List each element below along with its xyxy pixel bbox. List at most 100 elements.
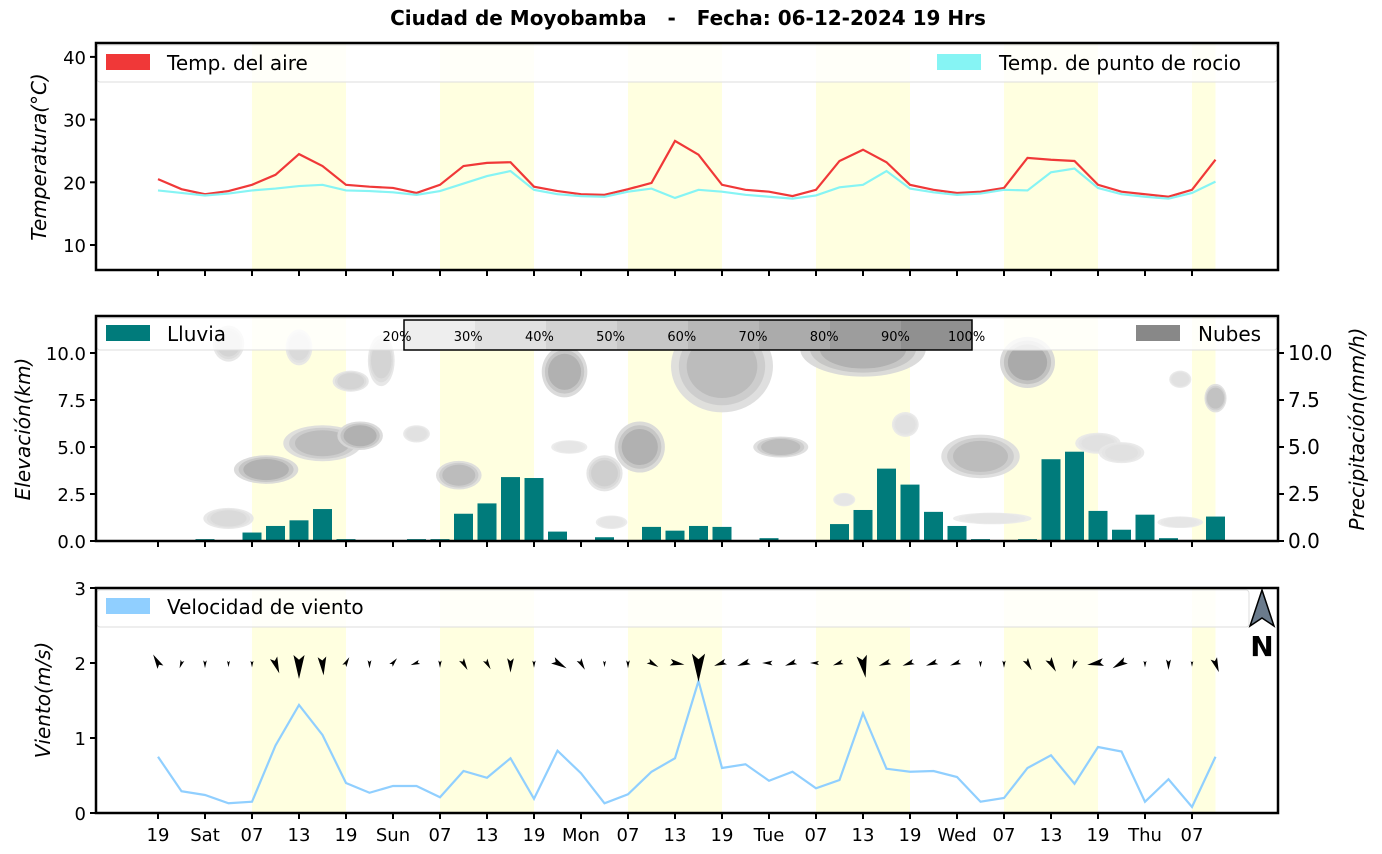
rain-bar xyxy=(759,538,779,541)
rain-bar xyxy=(524,478,544,541)
wind-direction-arrow xyxy=(626,660,630,669)
y-axis-label: Elevación(km) xyxy=(11,358,35,501)
wind-direction-arrow xyxy=(902,659,915,666)
y-tick-label: 10.0 xyxy=(46,344,86,365)
rain-bar xyxy=(1065,451,1084,541)
rain-bar xyxy=(313,509,332,541)
wind-direction-arrow xyxy=(179,659,185,669)
y-tick-label: 30 xyxy=(63,111,86,132)
y-tick-label-right: 0.0 xyxy=(1288,529,1320,553)
cloud-patch xyxy=(621,428,658,466)
x-tick-label: 07 xyxy=(429,825,452,846)
cloud-patch xyxy=(1171,372,1189,387)
wind-direction-arrow xyxy=(507,658,514,673)
rain-bar xyxy=(1112,529,1131,541)
x-tick-label: 07 xyxy=(241,825,264,846)
rain-bar xyxy=(1206,516,1225,541)
daylight-band xyxy=(1192,316,1216,541)
wind-direction-arrow xyxy=(438,660,442,668)
rain-bar xyxy=(501,477,520,541)
y-tick-label: 10 xyxy=(63,236,86,257)
legend-wind-label: Velocidad de viento xyxy=(167,595,364,619)
colorbar-label: 90% xyxy=(881,330,910,345)
dew-point-line xyxy=(157,167,1216,200)
x-tick-label: 07 xyxy=(805,825,828,846)
wind-direction-arrow xyxy=(832,659,844,666)
cloud-patch xyxy=(895,415,916,434)
axes-frame xyxy=(94,314,1280,543)
colorbar-band xyxy=(546,320,617,350)
y-tick-label-right: 7.5 xyxy=(1288,388,1320,412)
wind-direction-arrow xyxy=(691,653,706,682)
axes-frame xyxy=(94,586,1280,815)
x-tick-label: Tue xyxy=(753,825,785,846)
cloud-patch xyxy=(1007,344,1048,381)
colorbar-label: 30% xyxy=(454,330,483,345)
wind-direction-arrow xyxy=(1087,658,1105,666)
cloud-patch xyxy=(964,513,1020,524)
wind-direction-arrow xyxy=(669,658,685,666)
colorbar-label: 60% xyxy=(667,330,696,345)
wind-direction-arrow xyxy=(342,657,350,668)
legend-dew-label: Temp. de punto de rocio xyxy=(998,51,1241,75)
cloud-patch xyxy=(591,460,618,487)
legend-clouds-label: Nubes xyxy=(1198,322,1261,346)
y-tick-label: 7.5 xyxy=(57,391,86,412)
wind-direction-arrow xyxy=(1112,657,1128,669)
y-tick-label: 5.0 xyxy=(57,438,86,459)
colorbar-band xyxy=(475,320,546,350)
cloud-patch xyxy=(761,438,801,456)
x-tick-label: 19 xyxy=(335,825,358,846)
colorbar-band xyxy=(759,320,830,350)
wind-direction-arrow xyxy=(459,658,468,670)
y-tick-label: 1 xyxy=(75,729,86,750)
cloud-patch xyxy=(337,373,365,390)
colorbar-label: 20% xyxy=(383,330,412,345)
cloud-patch xyxy=(295,430,350,457)
wind-direction-arrow xyxy=(1022,657,1032,671)
wind-direction-arrow xyxy=(576,658,585,670)
y-axis-label: Viento(m/s) xyxy=(31,642,55,759)
wind-direction-arrow xyxy=(1072,659,1078,670)
wind-direction-arrow xyxy=(1210,657,1219,673)
rain-bar xyxy=(642,526,661,541)
rain-bar xyxy=(689,525,708,541)
colorbar-band xyxy=(688,320,759,350)
cloud-patch xyxy=(555,441,583,453)
y-tick-label: 20 xyxy=(63,173,86,194)
cloud-patch xyxy=(243,459,289,481)
rain-bar xyxy=(853,509,873,541)
rain-bar xyxy=(947,525,967,541)
cloud-patch xyxy=(1206,387,1225,409)
daylight-band xyxy=(1192,43,1216,270)
colorbar-label: 80% xyxy=(810,330,839,345)
rain-bar xyxy=(665,530,685,541)
x-tick-label: 13 xyxy=(1040,825,1063,846)
y-tick-label-right: 2.5 xyxy=(1288,482,1320,506)
rain-bar xyxy=(454,513,473,541)
x-tick-label: 07 xyxy=(617,825,640,846)
wind-direction-arrow xyxy=(367,660,372,669)
x-tick-label: Mon xyxy=(562,825,600,846)
wind-direction-arrow xyxy=(317,656,327,676)
wind-direction-arrow xyxy=(737,658,751,667)
wind-direction-arrow xyxy=(856,654,867,678)
wind-direction-arrow xyxy=(646,658,659,667)
rain-bar xyxy=(477,503,497,541)
x-tick-label: Sat xyxy=(190,825,220,846)
rain-bar xyxy=(1135,514,1155,541)
wind-direction-arrow xyxy=(410,659,421,666)
rain-bar xyxy=(1088,510,1108,541)
wind-direction-arrow xyxy=(250,660,254,668)
panel-1: Temp. del aire Temp. de punto de rocio 10 2… xyxy=(27,41,1280,276)
x-tick-label: Thu xyxy=(1127,825,1162,846)
y-tick-label: 3 xyxy=(75,579,86,600)
y-axis-label: Temperatura(°C) xyxy=(27,73,51,241)
colorbar-label: 40% xyxy=(525,330,554,345)
y-tick-label: 0 xyxy=(75,804,86,825)
x-tick-label: 19 xyxy=(899,825,922,846)
colorbar-label: 100% xyxy=(948,330,985,345)
wind-direction-arrow xyxy=(389,658,398,667)
wind-direction-arrow xyxy=(293,655,305,679)
